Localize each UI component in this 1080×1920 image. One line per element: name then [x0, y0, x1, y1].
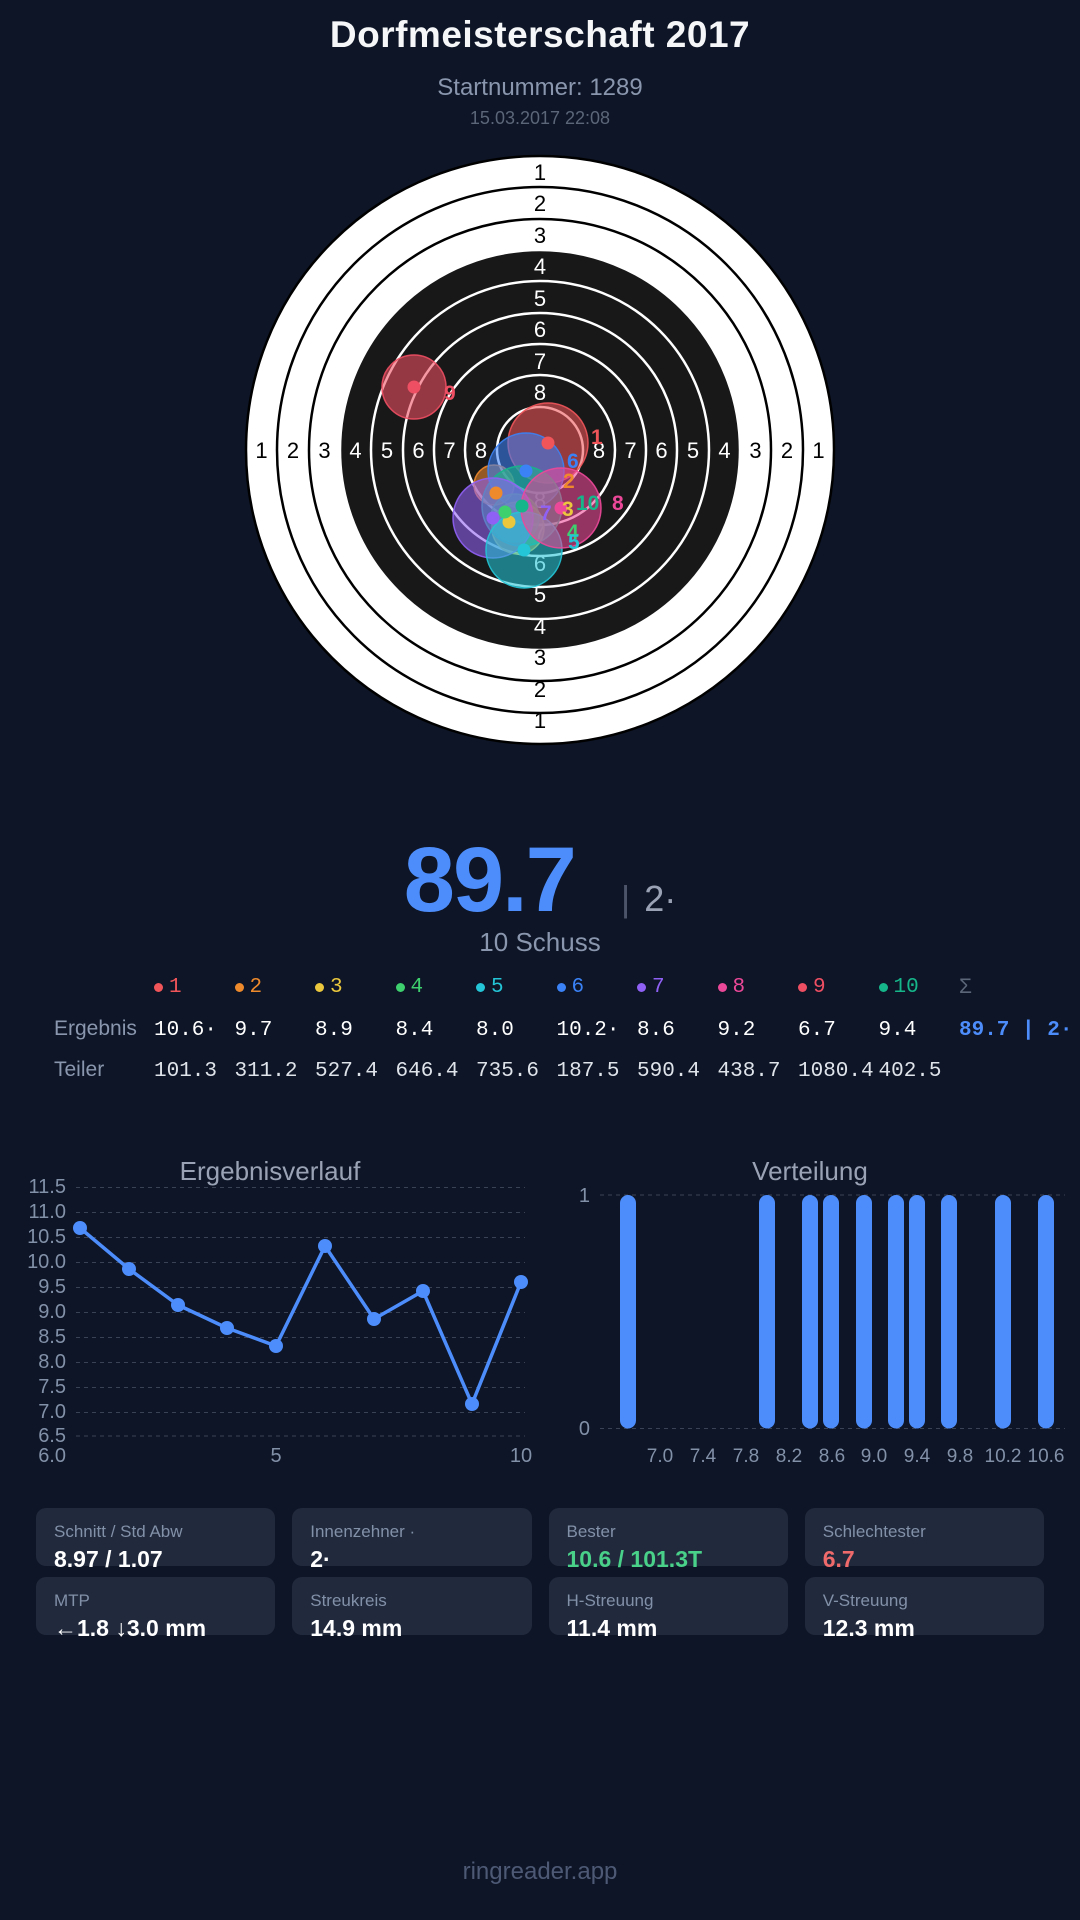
svg-text:7.8: 7.8 [733, 1446, 759, 1467]
svg-text:11.5: 11.5 [29, 1176, 66, 1198]
svg-text:2: 2 [287, 438, 299, 463]
svg-text:3: 3 [534, 645, 546, 670]
svg-text:6: 6 [534, 317, 546, 342]
svg-text:2: 2 [781, 438, 793, 463]
svg-text:10: 10 [576, 492, 599, 515]
svg-text:5: 5 [568, 531, 580, 554]
svg-text:7: 7 [534, 349, 546, 374]
svg-text:10: 10 [510, 1445, 532, 1467]
svg-text:6.5: 6.5 [38, 1425, 66, 1447]
svg-text:6: 6 [567, 450, 579, 473]
svg-text:5: 5 [687, 438, 699, 463]
svg-text:10.5: 10.5 [27, 1226, 66, 1248]
svg-text:9.5: 9.5 [38, 1276, 66, 1298]
svg-text:7: 7 [443, 438, 455, 463]
svg-text:1: 1 [812, 438, 824, 463]
svg-text:4: 4 [349, 438, 361, 463]
svg-text:1: 1 [255, 438, 267, 463]
svg-text:2: 2 [563, 470, 575, 493]
svg-text:7.0: 7.0 [647, 1446, 673, 1467]
svg-text:3: 3 [534, 223, 546, 248]
svg-text:1: 1 [591, 426, 603, 449]
svg-text:10.0: 10.0 [27, 1251, 66, 1273]
svg-text:9.0: 9.0 [861, 1446, 887, 1467]
svg-text:9: 9 [444, 382, 456, 405]
svg-text:3: 3 [318, 438, 330, 463]
svg-text:1: 1 [534, 708, 546, 733]
svg-text:7.0: 7.0 [38, 1401, 66, 1423]
svg-text:8: 8 [612, 492, 624, 515]
svg-text:Ergebnisverlauf: Ergebnisverlauf [180, 1156, 361, 1186]
svg-text:5: 5 [381, 438, 393, 463]
svg-text:6: 6 [412, 438, 424, 463]
svg-text:0: 0 [579, 1418, 590, 1440]
svg-text:8: 8 [475, 438, 487, 463]
svg-text:7.4: 7.4 [690, 1446, 717, 1467]
svg-text:8.6: 8.6 [819, 1446, 845, 1467]
svg-text:3: 3 [749, 438, 761, 463]
svg-text:5: 5 [534, 286, 546, 311]
svg-text:9.0: 9.0 [38, 1301, 66, 1323]
svg-text:7: 7 [540, 502, 552, 525]
svg-text:9.8: 9.8 [947, 1446, 973, 1467]
svg-text:10.6: 10.6 [1028, 1446, 1065, 1467]
svg-text:1: 1 [579, 1185, 590, 1207]
svg-text:6: 6 [655, 438, 667, 463]
svg-text:8.0: 8.0 [38, 1351, 66, 1373]
svg-text:4: 4 [534, 614, 546, 639]
svg-text:9.4: 9.4 [904, 1446, 931, 1467]
svg-text:7.5: 7.5 [38, 1376, 66, 1398]
svg-text:2: 2 [534, 191, 546, 216]
svg-text:1: 1 [534, 160, 546, 185]
svg-text:10.2: 10.2 [985, 1446, 1022, 1467]
svg-text:Verteilung: Verteilung [752, 1156, 868, 1186]
svg-text:6.0: 6.0 [38, 1445, 66, 1467]
svg-text:4: 4 [534, 254, 546, 279]
svg-text:2: 2 [534, 677, 546, 702]
svg-text:8: 8 [534, 380, 546, 405]
svg-text:8.2: 8.2 [776, 1446, 802, 1467]
svg-text:3: 3 [562, 498, 574, 521]
svg-text:11.0: 11.0 [29, 1201, 66, 1223]
svg-text:4: 4 [718, 438, 730, 463]
svg-text:7: 7 [624, 438, 636, 463]
svg-text:5: 5 [270, 1445, 281, 1467]
svg-text:8.5: 8.5 [38, 1326, 66, 1348]
